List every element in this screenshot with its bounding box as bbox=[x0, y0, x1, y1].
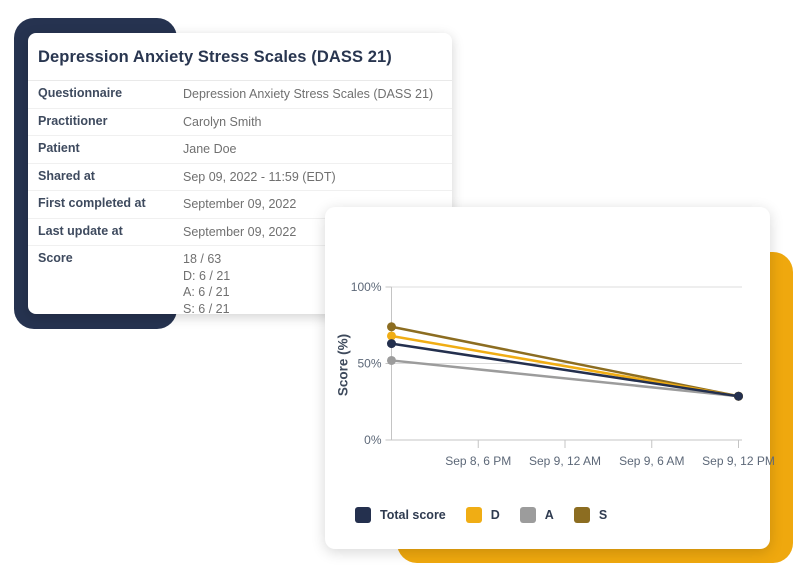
legend-label: A bbox=[544, 508, 554, 522]
table-row-questionnaire: Questionnaire Depression Anxiety Stress … bbox=[28, 81, 452, 109]
chart-line-s bbox=[391, 325, 739, 398]
row-label: Questionnaire bbox=[38, 86, 123, 100]
chart-point-total-score bbox=[734, 391, 743, 401]
x-tick-label: Sep 9, 12 AM bbox=[529, 454, 601, 468]
legend-label: D bbox=[490, 508, 500, 522]
score-line-chart: 100% 50% 0% Sep 8, 6 PM Sep 9, 12 AM Sep 9, 6… bbox=[351, 280, 775, 468]
legend-label: S bbox=[598, 508, 608, 522]
row-value: September 09, 2022 bbox=[183, 197, 297, 211]
chart-point-s bbox=[387, 322, 396, 332]
chart-line-total-score bbox=[391, 342, 739, 398]
chart-point-a bbox=[387, 355, 396, 365]
x-tick-label: Sep 9, 12 PM bbox=[702, 454, 775, 468]
row-label: Patient bbox=[38, 141, 80, 155]
legend-item-d[interactable]: D bbox=[465, 507, 500, 523]
row-label: Last update at bbox=[38, 223, 123, 238]
row-label: Shared at bbox=[38, 168, 95, 183]
table-row-patient: Patient Jane Doe bbox=[28, 136, 452, 164]
table-row-last-update-at: Last update at September 09, 2022 bbox=[28, 219, 452, 246]
score-chart-card: 100% 50% 0% Sep 8, 6 PM Sep 9, 12 AM Sep 9, 6… bbox=[325, 207, 775, 549]
chart-line-d bbox=[391, 334, 739, 398]
chart-point-total-score bbox=[387, 339, 396, 349]
y-tick-label: 50% bbox=[357, 357, 381, 371]
row-value: Carolyn Smith bbox=[183, 114, 262, 129]
legend-item-a[interactable]: A bbox=[519, 507, 554, 523]
legend-swatch-a bbox=[519, 507, 536, 523]
legend-swatch-d bbox=[465, 507, 482, 523]
table-row-score: Score 18 / 63 D: 6 / 21 A: 6 / 21 S: 6 /… bbox=[28, 246, 452, 322]
chart-line-a bbox=[391, 359, 739, 398]
legend-label: Total score bbox=[380, 508, 446, 522]
table-row-shared-at: Shared at Sep 09, 2022 - 11:59 (EDT) bbox=[28, 164, 452, 191]
x-tick-label: Sep 8, 6 PM bbox=[445, 454, 511, 468]
row-label: Practitioner bbox=[38, 113, 108, 128]
table-row-first-completed-at: First completed at September 09, 2022 bbox=[28, 191, 452, 219]
chart-point-d bbox=[387, 331, 396, 341]
row-value: Depression Anxiety Stress Scales (DASS 2… bbox=[183, 87, 434, 101]
table-row-practitioner: Practitioner Carolyn Smith bbox=[28, 109, 452, 136]
legend-swatch-s bbox=[573, 507, 590, 523]
legend-swatch-total-score bbox=[355, 507, 371, 523]
row-value: Jane Doe bbox=[183, 142, 237, 156]
summary-table: Questionnaire Depression Anxiety Stress … bbox=[28, 81, 452, 322]
row-value: September 09, 2022 bbox=[183, 224, 297, 239]
y-tick-label: 100% bbox=[351, 280, 382, 294]
chart-legend: Total score D A S bbox=[355, 507, 607, 523]
row-label: First completed at bbox=[38, 196, 146, 210]
score-value: 18 / 63 D: 6 / 21 A: 6 / 21 S: 6 / 21 bbox=[183, 252, 231, 316]
card-title: Depression Anxiety Stress Scales (DASS 2… bbox=[28, 33, 452, 81]
row-value: Sep 09, 2022 - 11:59 (EDT) bbox=[183, 169, 336, 184]
x-tick-label: Sep 9, 6 AM bbox=[619, 454, 684, 468]
legend-item-total-score[interactable]: Total score bbox=[355, 507, 446, 523]
y-tick-label: 0% bbox=[364, 433, 382, 447]
row-label: Score bbox=[38, 251, 73, 265]
y-axis-title: Score (%) bbox=[335, 333, 351, 397]
legend-item-s[interactable]: S bbox=[573, 507, 608, 523]
